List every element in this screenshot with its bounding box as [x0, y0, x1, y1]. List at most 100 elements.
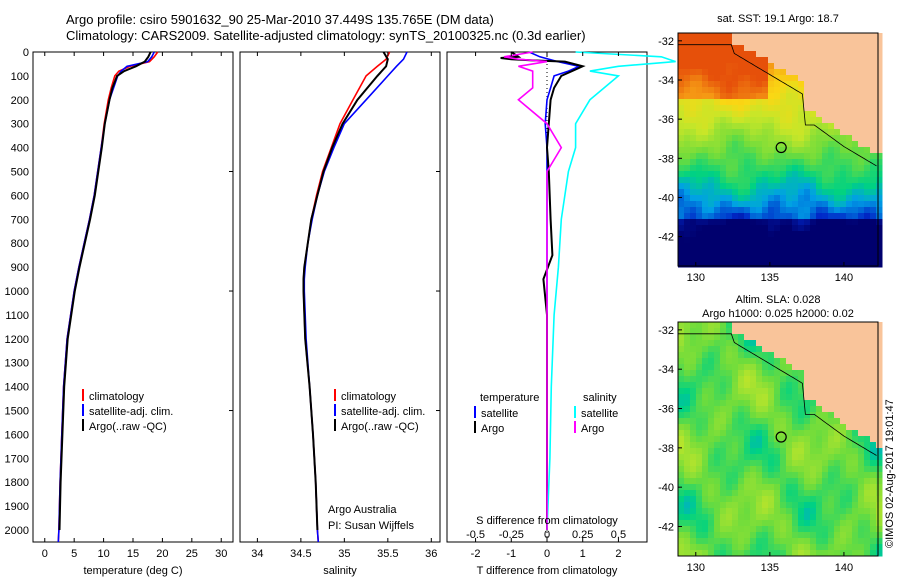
map-cell [696, 213, 703, 220]
map-cell [810, 231, 817, 238]
map-cell [876, 63, 883, 70]
map-cell [696, 496, 703, 503]
map-cell [816, 526, 823, 533]
map-cell [834, 135, 841, 142]
map-cell [708, 496, 715, 503]
map-cell [864, 225, 871, 232]
map-cell [756, 538, 763, 545]
map-cell [720, 135, 727, 142]
map-cell [732, 436, 739, 443]
map-cell [780, 231, 787, 238]
map-cell [732, 147, 739, 154]
map-cell [708, 394, 715, 401]
map-cell [876, 418, 883, 425]
panel-1-line-argo [58, 51, 152, 531]
map-cell [744, 376, 751, 383]
map-cell [840, 526, 847, 533]
map-cell [762, 63, 769, 70]
map-cell [690, 460, 697, 467]
map-cell [756, 454, 763, 461]
map-cell [696, 424, 703, 431]
map-cell [822, 147, 829, 154]
map-cell [768, 249, 775, 256]
map-cell [816, 141, 823, 148]
map-cell [726, 87, 733, 94]
map-cell [726, 514, 733, 521]
map-cell [678, 418, 685, 425]
map-cell [870, 147, 877, 154]
map-cell [702, 340, 709, 347]
map-cell [822, 195, 829, 202]
map-cell [696, 135, 703, 142]
map-cell [750, 63, 757, 70]
map-cell [750, 165, 757, 172]
map-cell [828, 147, 835, 154]
map-cell [828, 207, 835, 214]
map-cell [702, 496, 709, 503]
map-cell [678, 123, 685, 130]
map-cell [678, 334, 685, 341]
map-cell [786, 442, 793, 449]
map-cell [846, 550, 853, 557]
panel-1-xtick-label: 20 [156, 548, 168, 560]
map-cell [846, 526, 853, 533]
map-cell [684, 490, 691, 497]
map-cell [768, 165, 775, 172]
map-cell [870, 45, 877, 52]
map-cell [816, 81, 823, 88]
map-cell [714, 508, 721, 515]
map-cell [708, 75, 715, 82]
map-cell [720, 189, 727, 196]
map-cell [696, 201, 703, 208]
map-cell [810, 93, 817, 100]
map-cell [798, 213, 805, 220]
map-cell [762, 237, 769, 244]
map-cell [684, 400, 691, 407]
map-cell [876, 225, 883, 232]
map-cell [870, 364, 877, 371]
map-cell [678, 508, 685, 515]
map-cell [720, 328, 727, 335]
map-cell [870, 69, 877, 76]
map-cell [756, 57, 763, 64]
map-cell [864, 406, 871, 413]
map-cell [816, 496, 823, 503]
map-cell [870, 328, 877, 335]
map-cell [786, 213, 793, 220]
map-cell [750, 147, 757, 154]
map-cell [732, 39, 739, 46]
map-cell [726, 243, 733, 250]
map-cell [792, 69, 799, 76]
map-cell [870, 129, 877, 136]
map-cell [756, 141, 763, 148]
map-cell [810, 261, 817, 268]
map-cell [738, 93, 745, 100]
map-cell [858, 255, 865, 262]
map-cell [690, 159, 697, 166]
map-cell [858, 165, 865, 172]
map-cell [864, 159, 871, 166]
map-cell [822, 430, 829, 437]
map-cell [756, 514, 763, 521]
map-cell [714, 63, 721, 70]
map-cell [864, 183, 871, 190]
map-cell [726, 454, 733, 461]
map-cell [732, 418, 739, 425]
map-cell [876, 514, 883, 521]
map-cell [708, 159, 715, 166]
map-cell [756, 99, 763, 106]
map-cell [870, 123, 877, 130]
map-cell [684, 370, 691, 377]
map-cell [798, 406, 805, 413]
map-cell [780, 466, 787, 473]
map-cell [810, 195, 817, 202]
map-cell [846, 225, 853, 232]
map-2-contour [678, 333, 877, 456]
map-cell [732, 177, 739, 184]
map-cell [804, 111, 811, 118]
map-cell [810, 538, 817, 545]
map-cell [876, 129, 883, 136]
map-cell [804, 99, 811, 106]
map-cell [702, 412, 709, 419]
map-cell [876, 99, 883, 106]
